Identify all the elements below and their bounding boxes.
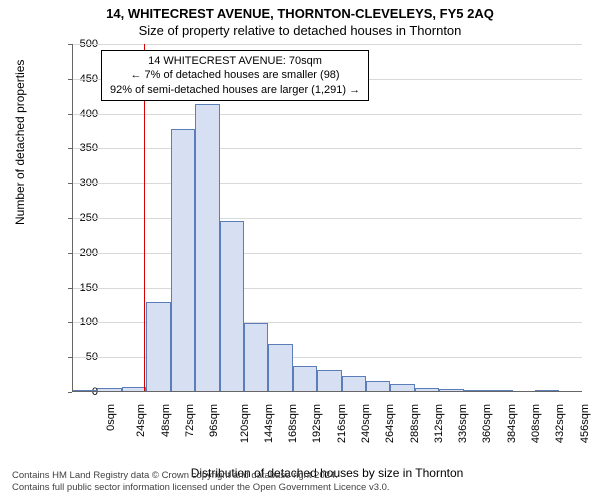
footer-attribution: Contains HM Land Registry data © Crown c… [12,470,390,494]
x-tick-label: 336sqm [457,404,469,443]
chart-title: 14, WHITECREST AVENUE, THORNTON-CLEVELEY… [0,0,600,21]
footer-line-1: Contains HM Land Registry data © Crown c… [12,470,390,482]
info-box: 14 WHITECREST AVENUE: 70sqm ← 7% of deta… [101,50,369,101]
histogram-bar [97,388,121,391]
histogram-bar [195,104,219,391]
histogram-bar [390,384,414,391]
x-tick-label: 360sqm [482,404,494,443]
chart-subtitle: Size of property relative to detached ho… [0,21,600,38]
x-tick-label: 288sqm [409,404,421,443]
x-tick-label: 24sqm [135,404,147,437]
histogram-bar [244,323,268,391]
histogram-bar [293,366,317,391]
histogram-bar [122,387,146,391]
x-tick-label: 216sqm [336,404,348,443]
histogram-bar [535,390,559,391]
histogram-bar [146,302,170,391]
x-tick-label: 384sqm [506,404,518,443]
x-tick-label: 96sqm [208,404,220,437]
x-tick-label: 144sqm [263,404,275,443]
info-line-1: 14 WHITECREST AVENUE: 70sqm [110,54,360,68]
histogram-bar [342,376,366,391]
histogram-bar [171,129,195,391]
x-tick-label: 264sqm [384,404,396,443]
histogram-bar [488,390,512,391]
histogram-bar [268,344,292,391]
histogram-bar [415,388,439,391]
histogram-bar [317,370,341,391]
plot-area: 14 WHITECREST AVENUE: 70sqm ← 7% of deta… [72,44,582,392]
x-tick-label: 312sqm [433,404,445,443]
info-line-3: 92% of semi-detached houses are larger (… [110,83,360,97]
chart-container: Number of detached properties 0501001502… [42,44,582,422]
histogram-bar [220,221,244,391]
histogram-bar [366,381,390,391]
x-tick-label: 48sqm [160,404,172,437]
histogram-bar [73,390,97,391]
x-tick-label: 168sqm [287,404,299,443]
x-tick-label: 408sqm [530,404,542,443]
x-tick-label: 432sqm [554,404,566,443]
x-tick-label: 192sqm [312,404,324,443]
info-line-2: ← 7% of detached houses are smaller (98) [110,68,360,82]
x-tick-label: 72sqm [184,404,196,437]
footer-line-2: Contains full public sector information … [12,482,390,494]
x-tick-label: 0sqm [105,404,117,431]
histogram-bar [439,389,463,391]
y-tick-mark [68,392,72,393]
x-tick-label: 456sqm [579,404,591,443]
histogram-bar [464,390,488,391]
x-tick-label: 120sqm [239,404,251,443]
x-tick-label: 240sqm [360,404,372,443]
y-axis-label: Number of detached properties [13,60,27,225]
